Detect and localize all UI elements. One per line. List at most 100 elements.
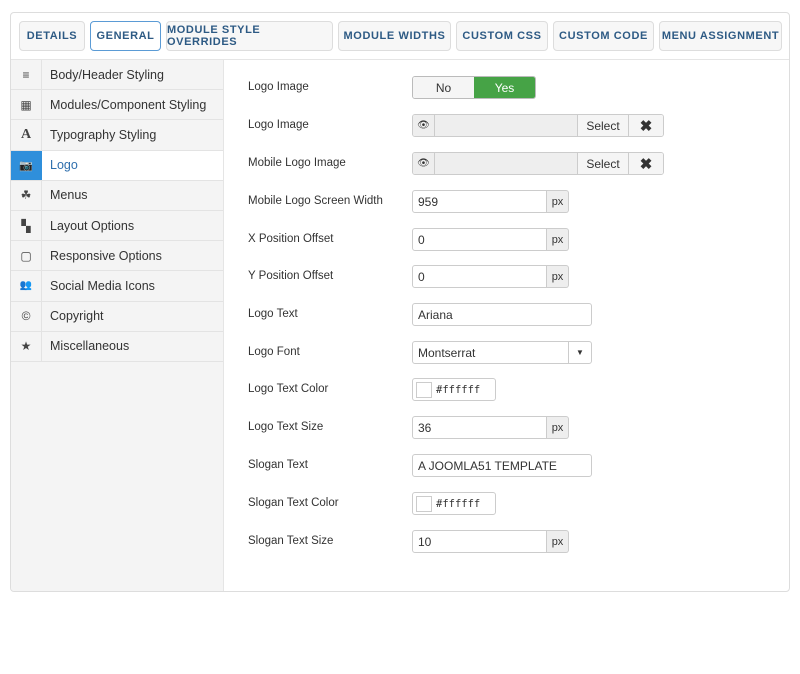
grid-icon: ▦ <box>11 90 42 120</box>
logo-image-toggle[interactable]: No Yes <box>412 76 536 99</box>
field-label: Mobile Logo Image <box>248 157 346 169</box>
mobile-logo-screen-width-input[interactable]: 959 <box>412 190 547 213</box>
logo-text-size-row: Logo Text Size 36 px <box>248 416 768 440</box>
logo-image-row: Logo Image 👁 Select ✖ <box>248 114 768 138</box>
logo-font-select[interactable]: Montserrat ▼ <box>412 341 592 364</box>
tab-custom-css[interactable]: CUSTOM CSS <box>456 21 548 51</box>
unit-addon: px <box>547 190 569 213</box>
sidebar-item-menus[interactable]: ☘ Menus <box>11 180 223 211</box>
tab-custom-code[interactable]: CUSTOM CODE <box>553 21 654 51</box>
sidebar-item-label: Copyright <box>50 309 104 324</box>
tablet-icon: ▢ <box>11 241 42 271</box>
color-value: #ffffff <box>436 383 481 396</box>
field-label: Slogan Text Color <box>248 497 339 509</box>
camera-icon: 📷 <box>11 150 42 180</box>
sidebar-item-miscellaneous[interactable]: ★ Miscellaneous <box>11 331 223 362</box>
unit-addon: px <box>547 416 569 439</box>
tab-module-style-overrides[interactable]: MODULE STYLE OVERRIDES <box>166 21 333 51</box>
color-swatch[interactable] <box>416 495 432 512</box>
mobile-logo-image-row: Mobile Logo Image 👁 Select ✖ <box>248 152 768 176</box>
eye-icon[interactable]: 👁 <box>413 115 435 136</box>
field-label: Logo Font <box>248 346 300 358</box>
field-label: Logo Image <box>248 81 309 93</box>
sidebar-item-label: Social Media Icons <box>50 278 155 293</box>
settings-panel: DETAILS GENERAL MODULE STYLE OVERRIDES M… <box>10 12 790 592</box>
sidebar-item-label: Miscellaneous <box>50 339 130 354</box>
logo-text-input[interactable]: Ariana <box>412 303 592 326</box>
star-icon: ★ <box>11 331 42 361</box>
slogan-text-input[interactable]: A JOOMLA51 TEMPLATE <box>412 454 592 477</box>
tab-details[interactable]: DETAILS <box>19 21 85 51</box>
sidebar-item-label: Typography Styling <box>50 127 157 142</box>
sidebar-item-typography-styling[interactable]: A Typography Styling <box>11 120 223 151</box>
sidebar-item-label: Responsive Options <box>50 248 162 263</box>
x-position-offset-input[interactable]: 0 <box>412 228 547 251</box>
chevron-down-icon[interactable]: ▼ <box>568 342 591 363</box>
logo-font-row: Logo Font Montserrat ▼ <box>248 341 768 365</box>
yes-option[interactable]: Yes <box>474 77 535 98</box>
select-button[interactable]: Select <box>577 153 628 174</box>
sidebar-item-label: Body/Header Styling <box>50 67 164 82</box>
mobile-logo-image-media-field: 👁 Select ✖ <box>412 152 664 175</box>
logo-text-color-row: Logo Text Color #ffffff <box>248 378 768 402</box>
y-position-offset-input[interactable]: 0 <box>412 265 547 288</box>
field-label: Logo Image <box>248 119 309 131</box>
tab-general[interactable]: GENERAL <box>90 21 161 51</box>
color-value: #ffffff <box>436 497 481 510</box>
field-label: Slogan Text <box>248 459 308 471</box>
y-position-offset-row: Y Position Offset 0 px <box>248 265 768 289</box>
field-label: X Position Offset <box>248 233 334 245</box>
sidebar-item-social-media-icons[interactable]: 👥 Social Media Icons <box>11 271 223 302</box>
sidebar-item-logo[interactable]: 📷 Logo <box>11 150 223 181</box>
field-label: Y Position Offset <box>248 270 334 282</box>
unit-addon: px <box>547 530 569 553</box>
logo-text-size-input[interactable]: 36 <box>412 416 547 439</box>
sidebar: ≡ Body/Header Styling ▦ Modules/Component … <box>11 60 224 591</box>
font-icon: A <box>11 120 42 150</box>
field-label: Slogan Text Size <box>248 535 334 547</box>
sidebar-item-copyright[interactable]: © Copyright <box>11 301 223 332</box>
color-swatch[interactable] <box>416 381 432 398</box>
field-label: Logo Text Color <box>248 383 329 395</box>
clear-icon[interactable]: ✖ <box>628 153 663 174</box>
select-button[interactable]: Select <box>577 115 628 136</box>
logo-image-path-input[interactable] <box>435 115 577 136</box>
selected-value: Montserrat <box>418 345 476 360</box>
mobile-logo-image-path-input[interactable] <box>435 153 577 174</box>
no-option[interactable]: No <box>413 77 474 98</box>
sidebar-item-body-header-styling[interactable]: ≡ Body/Header Styling <box>11 60 223 91</box>
logo-image-toggle-row: Logo Image No Yes <box>248 76 768 100</box>
unit-addon: px <box>547 265 569 288</box>
slogan-text-color-picker[interactable]: #ffffff <box>412 492 496 515</box>
field-label: Logo Text <box>248 308 298 320</box>
logo-image-media-field: 👁 Select ✖ <box>412 114 664 137</box>
menu-lines-icon: ≡ <box>11 60 42 90</box>
slogan-text-size-row: Slogan Text Size 10 px <box>248 530 768 554</box>
sidebar-item-label: Menus <box>50 188 88 203</box>
slogan-text-size-input[interactable]: 10 <box>412 530 547 553</box>
field-label: Logo Text Size <box>248 421 324 433</box>
mobile-logo-screen-width-row: Mobile Logo Screen Width 959 px <box>248 190 768 214</box>
sidebar-item-label: Layout Options <box>50 218 135 233</box>
tab-module-widths[interactable]: MODULE WIDTHS <box>338 21 451 51</box>
sidebar-item-responsive-options[interactable]: ▢ Responsive Options <box>11 241 223 272</box>
logo-text-color-picker[interactable]: #ffffff <box>412 378 496 401</box>
sidebar-item-layout-options[interactable]: ▚ Layout Options <box>11 210 223 242</box>
users-icon: 👥 <box>11 271 42 301</box>
clear-icon[interactable]: ✖ <box>628 115 663 136</box>
copyright-icon: © <box>11 301 42 331</box>
slogan-text-color-row: Slogan Text Color #ffffff <box>248 492 768 516</box>
divider <box>11 59 789 60</box>
eye-icon[interactable]: 👁 <box>413 153 435 174</box>
slogan-text-row: Slogan Text A JOOMLA51 TEMPLATE <box>248 454 768 478</box>
tab-menu-assignment[interactable]: MENU ASSIGNMENT <box>659 21 782 51</box>
sidebar-item-label: Logo <box>50 158 78 173</box>
x-position-offset-row: X Position Offset 0 px <box>248 228 768 252</box>
cubes-icon: ☘ <box>11 180 42 210</box>
unit-addon: px <box>547 228 569 251</box>
sidebar-item-label: Modules/Component Styling <box>50 97 207 112</box>
sidebar-item-modules-component-styling[interactable]: ▦ Modules/Component Styling <box>11 90 223 121</box>
th-large-icon: ▚ <box>11 210 42 241</box>
logo-text-row: Logo Text Ariana <box>248 303 768 327</box>
field-label: Mobile Logo Screen Width <box>248 195 383 207</box>
